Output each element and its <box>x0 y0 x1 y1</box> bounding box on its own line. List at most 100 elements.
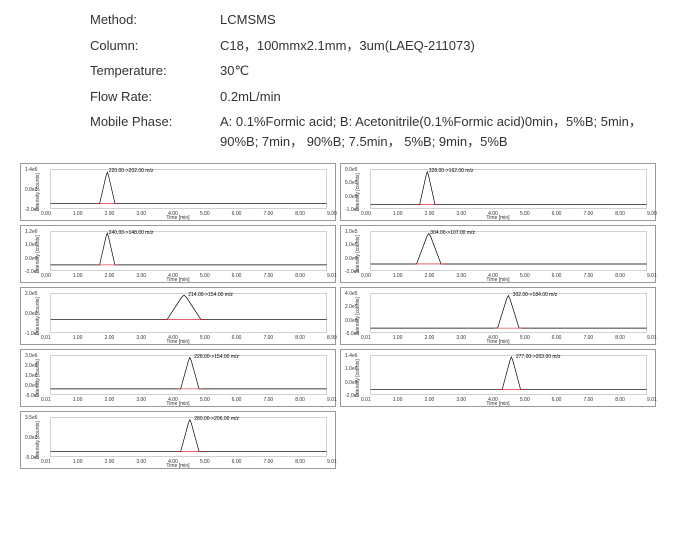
x-tick-label: 3.00 <box>136 211 146 217</box>
y-tick-label: 4.0e5 <box>345 291 358 297</box>
x-tick-label: 3.00 <box>136 397 146 403</box>
y-tick-label: 9.0e5 <box>345 167 358 173</box>
x-tick-label: 1.00 <box>73 459 83 465</box>
charts-grid: Intensity [counts]Time [min]220.00->202.… <box>20 163 671 469</box>
chromatogram-chart: Intensity [counts]Time [min]220.00->202.… <box>20 163 336 221</box>
x-tick-label: 7.00 <box>263 273 273 279</box>
chromatogram-chart: Intensity [counts]Time [min]328.00->162.… <box>340 163 656 221</box>
x-tick-label: 8.00 <box>295 335 305 341</box>
x-tick-label: 2.00 <box>105 459 115 465</box>
y-tick-label: 0.0e0 <box>25 435 38 441</box>
y-tick-label: 1.0e6 <box>25 242 38 248</box>
y-tick-label: 1.0e5 <box>345 242 358 248</box>
x-tick-label: 0.00 <box>361 211 371 217</box>
x-tick-label: 2.00 <box>425 211 435 217</box>
x-tick-label: 4.00 <box>168 211 178 217</box>
y-tick-label: 2.0e6 <box>25 363 38 369</box>
param-label: Method: <box>90 10 220 30</box>
x-tick-label: 6.00 <box>232 335 242 341</box>
param-value: 0.2mL/min <box>220 87 671 107</box>
x-tick-label: 7.00 <box>583 211 593 217</box>
y-tick-label: 1.4e6 <box>345 353 358 359</box>
param-row-method: Method: LCMSMS <box>90 10 671 30</box>
x-tick-label: 5.00 <box>520 211 530 217</box>
x-tick-label: 8.00 <box>615 273 625 279</box>
chromatogram-chart: Intensity [counts]Time [min]228.00->154.… <box>20 349 336 407</box>
x-tick-label: 3.00 <box>136 459 146 465</box>
param-value: 30℃ <box>220 61 671 81</box>
x-tick-label: 5.00 <box>520 273 530 279</box>
x-tick-label: 9.01 <box>327 459 337 465</box>
x-tick-label: 6.00 <box>232 397 242 403</box>
y-tick-label: -2.0e5 <box>25 207 39 213</box>
x-tick-label: 1.00 <box>393 273 403 279</box>
x-tick-label: 9.00 <box>647 211 657 217</box>
x-tick-label: 6.00 <box>232 459 242 465</box>
x-tick-label: 0.00 <box>41 211 51 217</box>
x-tick-label: 0.01 <box>41 459 51 465</box>
peak-label: 228.00->154.00 m/z <box>194 354 239 360</box>
y-tick-label: 0.0e0 <box>345 380 358 386</box>
y-tick-label: 0.0e0 <box>25 187 38 193</box>
x-tick-label: 9.01 <box>647 273 657 279</box>
x-tick-label: 8.00 <box>295 459 305 465</box>
x-tick-label: 0.00 <box>41 273 51 279</box>
x-tick-label: 5.00 <box>200 459 210 465</box>
x-tick-label: 9.01 <box>647 397 657 403</box>
x-tick-label: 9.00 <box>327 211 337 217</box>
y-tick-label: 1.0e5 <box>345 229 358 235</box>
x-tick-label: 6.00 <box>552 273 562 279</box>
y-tick-label: -2.0e4 <box>345 269 359 275</box>
peak-label: 328.00->162.00 m/z <box>429 168 474 174</box>
x-tick-label: 8.00 <box>295 273 305 279</box>
chromatogram-chart: Intensity [counts]Time [min]277.00->203.… <box>340 349 656 407</box>
x-tick-label: 2.00 <box>105 335 115 341</box>
x-tick-label: 7.00 <box>583 273 593 279</box>
peak-label: 304.00->107.00 m/z <box>430 230 475 236</box>
x-tick-label: 6.00 <box>232 273 242 279</box>
x-tick-label: 3.00 <box>136 273 146 279</box>
y-tick-label: -2.0e5 <box>345 393 359 399</box>
y-tick-label: 3.0e6 <box>25 353 38 359</box>
chromatogram-chart: Intensity [counts]Time [min]240.00->148.… <box>20 225 336 283</box>
param-value: A: 0.1%Formic acid; B: Acetonitrile(0.1%… <box>220 112 671 151</box>
x-tick-label: 5.00 <box>520 397 530 403</box>
x-tick-label: 4.00 <box>488 397 498 403</box>
param-label: Column: <box>90 36 220 56</box>
y-tick-label: 0.0e0 <box>345 194 358 200</box>
x-tick-label: 5.00 <box>200 273 210 279</box>
x-tick-label: 7.00 <box>583 397 593 403</box>
chromatogram-chart: Intensity [counts]Time [min]304.00->107.… <box>340 225 656 283</box>
x-tick-label: 2.00 <box>105 211 115 217</box>
x-tick-label: 7.00 <box>263 211 273 217</box>
chromatogram-chart: Intensity [counts]Time [min]214.00->154.… <box>20 287 336 345</box>
x-tick-label: 4.00 <box>488 211 498 217</box>
x-tick-label: 8.99 <box>327 335 337 341</box>
y-tick-label: 1.2e6 <box>25 229 38 235</box>
peak-label: 302.00->184.00 m/z <box>513 292 558 298</box>
x-tick-label: 2.00 <box>105 273 115 279</box>
y-tick-label: 1.0e6 <box>25 373 38 379</box>
param-label: Temperature: <box>90 61 220 81</box>
y-axis-label: Intensity [counts] <box>35 235 41 273</box>
x-tick-label: 6.00 <box>552 397 562 403</box>
x-tick-label: 0.01 <box>361 335 371 341</box>
x-tick-label: 6.00 <box>552 211 562 217</box>
x-tick-label: 8.00 <box>615 335 625 341</box>
x-tick-label: 4.00 <box>168 335 178 341</box>
x-tick-label: 8.00 <box>615 211 625 217</box>
x-tick-label: 1.00 <box>73 211 83 217</box>
param-row-temperature: Temperature: 30℃ <box>90 61 671 81</box>
param-row-mobilephase: Mobile Phase: A: 0.1%Formic acid; B: Ace… <box>90 112 671 151</box>
y-tick-label: 1.0e6 <box>345 366 358 372</box>
y-tick-label: -2.0e5 <box>25 269 39 275</box>
x-tick-label: 2.00 <box>425 335 435 341</box>
x-tick-label: 1.00 <box>73 335 83 341</box>
x-tick-label: 3.00 <box>456 397 466 403</box>
peak-label: 277.00->203.00 m/z <box>516 354 561 360</box>
param-row-flowrate: Flow Rate: 0.2mL/min <box>90 87 671 107</box>
x-tick-label: 4.00 <box>488 273 498 279</box>
x-tick-label: 2.00 <box>425 273 435 279</box>
x-tick-label: 6.00 <box>552 335 562 341</box>
y-tick-label: 0.0e0 <box>25 256 38 262</box>
